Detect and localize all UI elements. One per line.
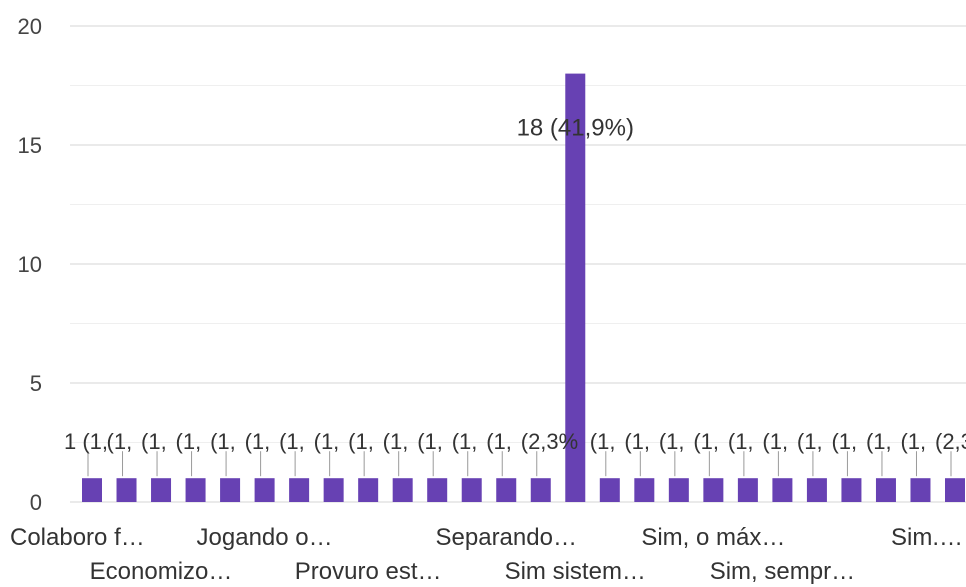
bar bbox=[82, 478, 102, 502]
x-category-label: Economizo… bbox=[90, 558, 233, 585]
y-tick-label: 5 bbox=[30, 371, 42, 396]
data-label: 1 (1, bbox=[64, 429, 108, 454]
bar bbox=[703, 478, 724, 502]
data-label: (1, bbox=[831, 429, 857, 454]
data-label: (1, bbox=[866, 429, 892, 454]
bar bbox=[875, 478, 896, 502]
bar bbox=[599, 478, 620, 502]
bar bbox=[116, 478, 137, 502]
x-category-label: Sim.… bbox=[891, 524, 963, 551]
bar bbox=[358, 478, 379, 502]
bar bbox=[392, 478, 413, 502]
y-axis-ticks: 0 5 10 15 20 bbox=[18, 14, 42, 515]
gridlines bbox=[70, 25, 966, 503]
data-label: (1, bbox=[210, 429, 236, 454]
data-label: (1, bbox=[245, 429, 271, 454]
data-label: (1, bbox=[728, 429, 754, 454]
data-label: (1, bbox=[383, 429, 409, 454]
x-category-label: Separando… bbox=[436, 524, 577, 551]
bar bbox=[289, 478, 310, 502]
bar bbox=[496, 478, 517, 502]
x-category-label: Sim, sempr… bbox=[710, 558, 855, 585]
data-label: (2,3 bbox=[935, 429, 966, 454]
x-category-label: Jogando o… bbox=[197, 524, 333, 551]
data-labels: 1 (1,(1, (1, (1, (1, (1, (1, (1, (1, (1, (1, (1, (1… bbox=[64, 115, 966, 455]
data-label: (1, bbox=[107, 429, 133, 454]
data-label: (1, bbox=[486, 429, 512, 454]
bar bbox=[737, 478, 758, 502]
bar bbox=[530, 478, 551, 502]
bar bbox=[427, 478, 448, 502]
bar bbox=[634, 478, 655, 502]
data-label: (1, bbox=[624, 429, 650, 454]
x-category-label: Colaboro f… bbox=[10, 524, 145, 551]
data-label: (1, bbox=[417, 429, 443, 454]
data-label: (1, bbox=[762, 429, 788, 454]
x-category-label: Provuro est… bbox=[295, 558, 442, 585]
bar bbox=[806, 478, 827, 502]
data-label: (1, bbox=[659, 429, 685, 454]
bar bbox=[254, 478, 275, 502]
data-label: (1, bbox=[279, 429, 305, 454]
x-category-label: Sim, o máx… bbox=[641, 524, 785, 551]
y-tick-label: 0 bbox=[30, 490, 42, 515]
bar bbox=[220, 478, 241, 502]
data-label: (1, bbox=[900, 429, 926, 454]
data-label: (1, bbox=[693, 429, 719, 454]
data-label: (1, bbox=[797, 429, 823, 454]
data-label: (1, bbox=[590, 429, 616, 454]
bar bbox=[323, 478, 344, 502]
bar bbox=[945, 478, 965, 502]
data-label-leaders bbox=[87, 451, 952, 477]
bar bbox=[910, 478, 931, 502]
bar bbox=[185, 478, 206, 502]
data-label: (1, bbox=[314, 429, 340, 454]
data-label: (1, bbox=[348, 429, 374, 454]
data-label: (1, bbox=[141, 429, 167, 454]
data-label: 18 (41,9%) bbox=[517, 115, 634, 142]
bars bbox=[82, 73, 965, 502]
bar bbox=[668, 478, 689, 502]
bar bbox=[151, 478, 172, 502]
data-label: (2,3% bbox=[521, 429, 578, 454]
data-label: (1, bbox=[452, 429, 478, 454]
bar bbox=[565, 73, 586, 502]
x-category-label: Sim sistem… bbox=[505, 558, 646, 585]
y-tick-label: 15 bbox=[18, 133, 42, 158]
x-axis-labels: Colaboro f… Economizo… Jogando o… Provuro e… bbox=[10, 524, 963, 585]
y-tick-label: 20 bbox=[18, 14, 42, 39]
data-label: (1, bbox=[176, 429, 202, 454]
bar bbox=[841, 478, 862, 502]
y-tick-label: 10 bbox=[18, 252, 42, 277]
bar bbox=[772, 478, 793, 502]
bar bbox=[461, 478, 482, 502]
